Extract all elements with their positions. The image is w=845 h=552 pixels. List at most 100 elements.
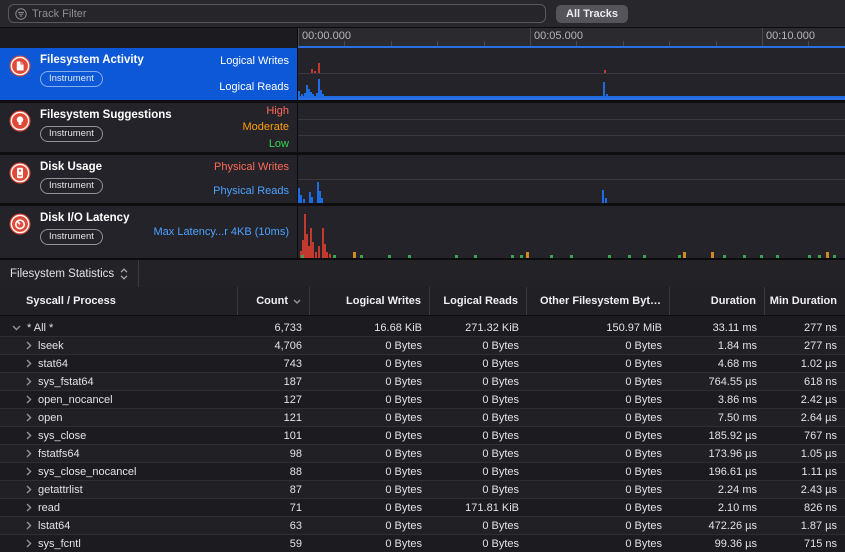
track-chart[interactable]: [298, 206, 845, 258]
ruler-tick: [808, 41, 810, 46]
track-filter-input[interactable]: [32, 7, 539, 20]
disclosure-closed-icon[interactable]: [26, 413, 32, 422]
table-cell: 1.05 µs: [800, 447, 837, 460]
table-cell: 826 ns: [803, 501, 837, 514]
disclosure-closed-icon[interactable]: [26, 341, 32, 350]
chart-dot: [608, 255, 611, 258]
chart-dot: [628, 255, 631, 258]
disclosure-closed-icon[interactable]: [26, 431, 32, 440]
chart-spike: [303, 199, 305, 203]
table-row[interactable]: lseek 4,706 0 Bytes 0 Bytes 0 Bytes 1.84 ms 27…: [0, 337, 845, 355]
table-cell: 1.87 µs: [800, 519, 837, 532]
track-disk-i-o-latency[interactable]: Disk I/O Latency Instrument Max Latency...…: [0, 206, 845, 258]
track-header[interactable]: Filesystem Suggestions Instrument High Mode…: [0, 103, 298, 152]
ruler-label: 00:00.000: [302, 30, 351, 42]
table-row[interactable]: sys_close_nocancel 88 0 Bytes 0 Bytes 0 Byte…: [0, 463, 845, 481]
lightbulb-icon: [9, 110, 31, 137]
chart-spike: [322, 228, 324, 258]
table-row[interactable]: fstatfs64 98 0 Bytes 0 Bytes 0 Bytes 173.96 µ…: [0, 445, 845, 463]
column-header-logical-reads[interactable]: Logical Reads: [430, 287, 527, 315]
table-row[interactable]: getattrlist 87 0 Bytes 0 Bytes 0 Bytes 2.24 m…: [0, 481, 845, 499]
syscall-name: sys_close_nocancel: [38, 465, 137, 478]
chart-spike: [326, 252, 328, 258]
disclosure-closed-icon[interactable]: [26, 521, 32, 530]
chart-spike: [308, 89, 310, 98]
disclosure-closed-icon[interactable]: [26, 485, 32, 494]
column-header-syscall-process[interactable]: Syscall / Process: [0, 287, 238, 315]
disclosure-closed-icon[interactable]: [26, 467, 32, 476]
table-row[interactable]: sys_fstat64 187 0 Bytes 0 Bytes 0 Bytes 764.5…: [0, 373, 845, 391]
table-row[interactable]: open_nocancel 127 0 Bytes 0 Bytes 0 Bytes 3.8…: [0, 391, 845, 409]
track-lane-chart: [298, 136, 845, 152]
track-chart[interactable]: [298, 48, 845, 100]
chart-dot: [455, 255, 458, 258]
track-disk-usage[interactable]: Disk Usage Instrument Physical Writes Physi…: [0, 155, 845, 203]
chart-spike: [314, 70, 316, 73]
table-cell: 0 Bytes: [625, 411, 662, 424]
track-separator: [0, 152, 845, 155]
disclosure-open-icon[interactable]: [12, 325, 21, 331]
column-header-duration[interactable]: Duration: [670, 287, 765, 315]
table-row[interactable]: stat64 743 0 Bytes 0 Bytes 0 Bytes 4.68 ms 1.0…: [0, 355, 845, 373]
syscall-cell: getattrlist: [0, 484, 238, 496]
table-row[interactable]: * All * 6,733 16.68 KiB 271.32 KiB 150.97 Mi…: [0, 319, 845, 337]
timeline-ruler[interactable]: 00:00.000 00:05.000 00:10.000: [298, 28, 845, 48]
ruler-label: 00:10.000: [766, 30, 815, 42]
table-cell: 0 Bytes: [385, 501, 422, 514]
chart-spike: [300, 195, 302, 203]
chart-spike: [306, 85, 308, 98]
syscall-cell: sys_close_nocancel: [0, 466, 238, 478]
statistics-panel: Filesystem Statistics Syscall / Process C…: [0, 258, 845, 552]
chart-dot: [550, 255, 553, 258]
track-header[interactable]: Disk Usage Instrument Physical Writes Physi…: [0, 155, 298, 203]
column-header-other-filesystem-byt-[interactable]: Other Filesystem Byt…: [527, 287, 670, 315]
chart-dot: [818, 255, 821, 258]
table-row[interactable]: open 121 0 Bytes 0 Bytes 0 Bytes 7.50 ms 2.64 …: [0, 409, 845, 427]
track-filesystem-activity[interactable]: Filesystem Activity Instrument Logical Wri…: [0, 48, 845, 100]
disclosure-closed-icon[interactable]: [26, 377, 32, 386]
track-separator: [0, 203, 845, 206]
gauge-icon: [9, 213, 31, 240]
track-chart[interactable]: [298, 155, 845, 203]
ruler-tick: [622, 41, 624, 46]
chart-spike: [602, 190, 604, 203]
table-cell: 0 Bytes: [482, 375, 519, 388]
chart-spike: [312, 242, 314, 258]
table-row[interactable]: sys_fcntl 59 0 Bytes 0 Bytes 0 Bytes 99.36 µs…: [0, 535, 845, 552]
track-filter-field[interactable]: [8, 4, 546, 23]
syscall-cell: lseek: [0, 340, 238, 352]
table-row[interactable]: lstat64 63 0 Bytes 0 Bytes 0 Bytes 472.26 µs 1…: [0, 517, 845, 535]
instrument-badge: Instrument: [40, 71, 103, 87]
disclosure-closed-icon[interactable]: [26, 449, 32, 458]
table-row[interactable]: read 71 0 Bytes 171.81 KiB 0 Bytes 2.10 ms 826…: [0, 499, 845, 517]
all-tracks-button[interactable]: All Tracks: [556, 4, 628, 23]
toolbar: All Tracks: [0, 0, 845, 28]
track-filesystem-suggestions[interactable]: Filesystem Suggestions Instrument High Mode…: [0, 103, 845, 152]
disclosure-closed-icon[interactable]: [26, 539, 32, 548]
track-chart[interactable]: [298, 103, 845, 152]
disclosure-closed-icon[interactable]: [26, 503, 32, 512]
column-header-count[interactable]: Count: [238, 287, 310, 315]
disclosure-closed-icon[interactable]: [26, 395, 32, 404]
table-cell: 277 ns: [803, 339, 837, 352]
disclosure-closed-icon[interactable]: [26, 359, 32, 368]
chart-dot: [301, 255, 304, 258]
table-cell: 59: [289, 537, 302, 550]
chart-spike: [606, 94, 608, 98]
syscall-cell: open_nocancel: [0, 394, 238, 406]
table-cell: 4.68 ms: [717, 357, 757, 370]
table-cell: 0 Bytes: [482, 465, 519, 478]
statistics-view-selector[interactable]: Filesystem Statistics: [0, 260, 140, 287]
track-header[interactable]: Filesystem Activity Instrument Logical Wri…: [0, 48, 298, 100]
table-cell: 101: [283, 429, 302, 442]
table-row[interactable]: sys_close 101 0 Bytes 0 Bytes 0 Bytes 185.92 …: [0, 427, 845, 445]
syscall-cell: * All *: [0, 322, 238, 334]
column-header-logical-writes[interactable]: Logical Writes: [310, 287, 430, 315]
syscall-name: read: [38, 501, 61, 514]
table-cell: 173.96 µs: [708, 447, 757, 460]
column-header-min-duration[interactable]: Min Duration: [769, 295, 837, 307]
track-header[interactable]: Disk I/O Latency Instrument Max Latency...…: [0, 206, 298, 258]
ruler-tick: [390, 41, 392, 46]
chart-dot: [474, 255, 477, 258]
table-cell: 121: [283, 411, 302, 424]
